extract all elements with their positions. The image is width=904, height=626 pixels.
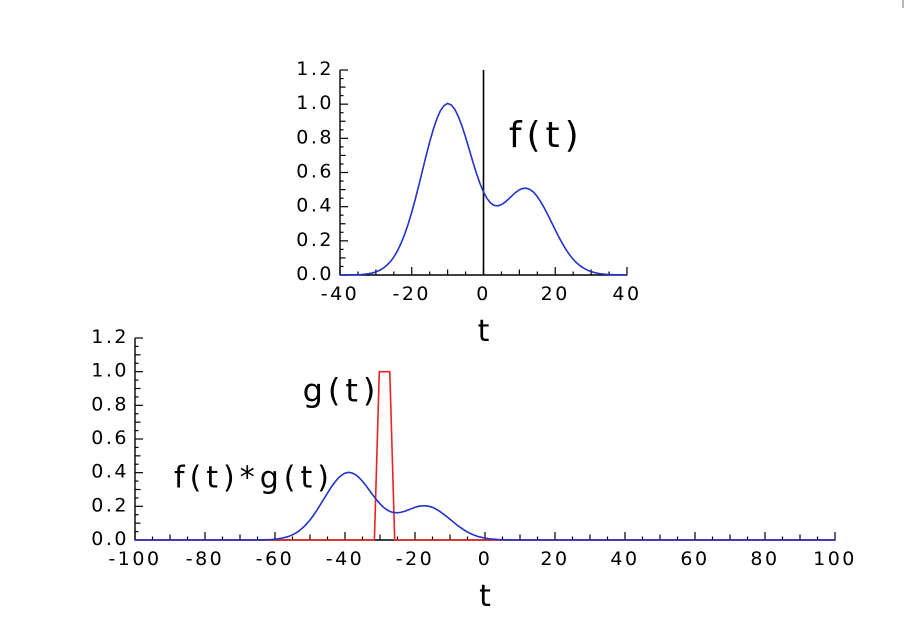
x-axis-title: t (478, 314, 490, 349)
y-tick-label: 0.8 (91, 393, 129, 415)
x-tick-label: 60 (680, 548, 709, 570)
x-tick-label: -40 (321, 283, 360, 305)
x-tick-label: -20 (396, 548, 435, 570)
f-plot: -40 -20 0 20 40 0.0 0.2 0.4 0.6 0.8 1.0 1.2 t f(t) (296, 58, 641, 349)
screenshot-edge-artifact (902, 0, 904, 8)
y-tick-label: 0.4 (91, 461, 129, 483)
x-tick-label: 20 (541, 283, 570, 305)
x-tick-label: 40 (612, 283, 641, 305)
x-tick-label: -80 (186, 548, 225, 570)
x-tick-label: 0 (478, 548, 493, 570)
annotation-f(t)*g(t): f(t)*g(t) (174, 461, 334, 496)
y-tick-label: 1.2 (296, 58, 334, 80)
y-tick-label: 1.0 (296, 92, 334, 114)
y-tick-label: 0.6 (296, 161, 334, 183)
y-tick-label: 0.2 (296, 229, 334, 251)
f-curve (339, 102, 628, 276)
x-tick-label: 80 (750, 548, 779, 570)
x-tick-label: -20 (392, 283, 431, 305)
annotation-g(t): g(t) (303, 372, 381, 410)
x-tick-label: -40 (326, 548, 365, 570)
x-tick-label: 100 (813, 548, 857, 570)
x-tick-label: 0 (476, 283, 491, 305)
y-tick-label: 0.4 (296, 195, 334, 217)
annotation-f(t): f(t) (509, 115, 584, 156)
x-tick-label: 20 (540, 548, 569, 570)
y-tick-label: 0.8 (296, 126, 334, 148)
x-axis-title: t (479, 579, 491, 614)
x-tick-label: -100 (108, 548, 161, 570)
convolution-curve (134, 471, 836, 541)
y-tick-label: 0.0 (91, 528, 129, 550)
y-tick-label: 1.0 (91, 360, 129, 382)
y-tick-label: 0.0 (296, 263, 334, 285)
y-tick-label: 0.2 (91, 494, 129, 516)
y-tick-label: 0.6 (91, 427, 129, 449)
g-pulse (134, 370, 836, 541)
x-tick-label: 40 (610, 548, 639, 570)
y-tick-label: 1.2 (91, 326, 129, 348)
convolution-plot: -100 -80 -60 -40 -20 0 20 40 60 80 100 0.0 0.2 0.4 0.6… (91, 326, 857, 614)
x-tick-label: -60 (256, 548, 295, 570)
